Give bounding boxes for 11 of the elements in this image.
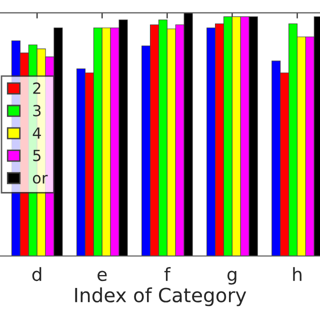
legend-label: or	[32, 174, 48, 184]
legend-label: 5	[33, 150, 40, 162]
legend-label: 2	[33, 82, 40, 94]
x-tick-label: d	[32, 267, 42, 282]
x-tick-label: f	[164, 267, 171, 281]
x-tick-label: g	[227, 270, 236, 285]
x-axis-title: Index of Category	[75, 287, 246, 306]
legend-label: 4	[32, 127, 41, 139]
x-tick-label: e	[98, 270, 107, 282]
legend-label: 3	[33, 104, 41, 116]
x-tick-label: h	[293, 267, 302, 281]
